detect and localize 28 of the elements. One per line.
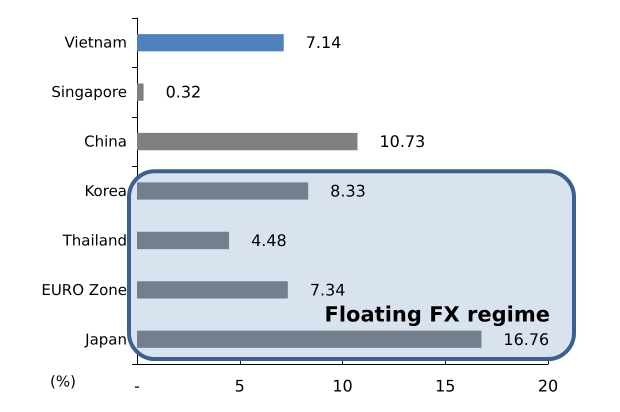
bar — [137, 182, 308, 200]
bar — [137, 330, 482, 348]
y-tick-label: Thailand — [62, 231, 127, 250]
bar — [137, 281, 288, 299]
data-label: 7.34 — [310, 280, 346, 300]
x-tick-label: 5 — [234, 376, 245, 396]
bar — [137, 83, 144, 101]
data-label: 0.32 — [166, 82, 202, 102]
data-label: 16.76 — [503, 330, 550, 349]
x-axis-title: (%) — [50, 372, 76, 390]
y-tick-label: Singapore — [51, 83, 127, 102]
bar — [137, 34, 284, 52]
y-tick-label: China — [84, 132, 127, 151]
x-tick-label: 15 — [435, 376, 456, 396]
data-label: 8.33 — [330, 182, 366, 200]
data-label: 7.14 — [306, 33, 342, 52]
x-tick-label: - — [134, 376, 140, 396]
y-tick-label: EURO Zone — [41, 280, 127, 299]
y-tick-label: Korea — [84, 182, 127, 200]
data-label: 10.73 — [380, 132, 426, 152]
band-label: Floating FX regime — [324, 302, 550, 327]
y-tick-label: Japan — [84, 330, 127, 348]
bar — [137, 232, 230, 250]
data-label: 4.48 — [251, 230, 287, 250]
x-tick-label: 10 — [332, 376, 353, 396]
x-tick-label: 20 — [538, 376, 558, 396]
y-tick-label: Vietnam — [64, 34, 127, 52]
bar — [137, 132, 358, 150]
